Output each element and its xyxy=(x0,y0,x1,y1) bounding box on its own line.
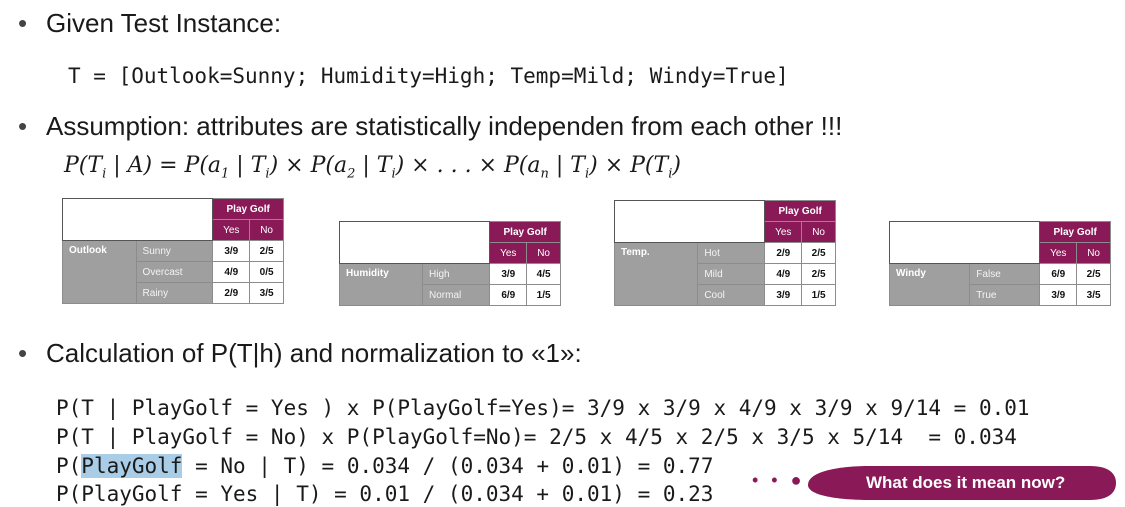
calc-text: P( xyxy=(56,454,82,478)
selected-text-highlight[interactable]: PlayGolf xyxy=(81,454,183,478)
attribute-value: Mild xyxy=(697,263,766,285)
yes-probability: 3/9 xyxy=(212,240,251,262)
windy-probability-table: Play Golf Yes No Windy False 6/9 2/5 Tru… xyxy=(888,221,1111,306)
no-probability: 2/5 xyxy=(1076,263,1111,285)
attribute-value: Hot xyxy=(697,242,766,264)
yes-probability: 3/9 xyxy=(489,263,528,285)
no-probability: 1/5 xyxy=(801,284,836,306)
no-header: No xyxy=(249,219,284,241)
yes-probability: 4/9 xyxy=(212,261,251,283)
yes-probability: 2/9 xyxy=(212,282,251,304)
no-header: No xyxy=(1076,242,1111,264)
attribute-value: Overcast xyxy=(135,261,214,283)
play-golf-header: Play Golf xyxy=(1039,221,1111,243)
attribute-value: True xyxy=(969,284,1041,306)
no-header: No xyxy=(526,242,561,264)
play-golf-header: Play Golf xyxy=(489,221,561,243)
naive-bayes-formula: P(Ti | A) = P(a1 | Ti) × P(a2 | Ti) × . … xyxy=(64,153,681,181)
calc-line-no: P(T | PlayGolf = No) x P(PlayGolf=No)= 2… xyxy=(56,425,1017,449)
attribute-value: Cool xyxy=(697,284,766,306)
yes-probability: 3/9 xyxy=(764,284,803,306)
play-golf-header: Play Golf xyxy=(212,198,284,220)
attribute-value: Rainy xyxy=(135,282,214,304)
temperature-probability-table: Play Golf Yes No Temp. Hot 2/9 2/5 Mild … xyxy=(613,200,836,306)
no-probability: 1/5 xyxy=(526,284,561,306)
yes-probability: 6/9 xyxy=(1039,263,1078,285)
yes-probability: 6/9 xyxy=(489,284,528,306)
table-corner xyxy=(888,221,1041,264)
yes-header: Yes xyxy=(489,242,528,264)
outlook-probability-table: Play Golf Yes No Outlook Sunny 3/9 2/5 O… xyxy=(61,198,284,304)
table-corner xyxy=(613,200,766,243)
callout-dots: • • ● xyxy=(752,470,806,490)
bullet-assumption: Assumption: attributes are statistically… xyxy=(46,111,843,141)
attribute-value: Normal xyxy=(422,284,491,306)
attribute-name: Humidity xyxy=(338,263,424,306)
table-corner xyxy=(338,221,491,264)
bullet-dot: • xyxy=(18,338,28,368)
formula-text: P(Ti | A) = P(a1 | Ti) × P(a2 | Ti) × . … xyxy=(64,153,681,182)
bullet-given-test-instance: Given Test Instance: xyxy=(46,8,282,38)
callout-question: What does it mean now? xyxy=(866,473,1066,492)
yes-probability: 2/9 xyxy=(764,242,803,264)
yes-header: Yes xyxy=(212,219,251,241)
yes-probability: 3/9 xyxy=(1039,284,1078,306)
bullet-dot: • xyxy=(18,111,28,141)
attribute-name: Windy xyxy=(888,263,971,306)
attribute-value: False xyxy=(969,263,1041,285)
bullet-calculation: Calculation of P(T|h) and normalization … xyxy=(46,338,582,368)
no-probability: 3/5 xyxy=(249,282,284,304)
calc-line-yes: P(T | PlayGolf = Yes ) x P(PlayGolf=Yes)… xyxy=(56,396,1030,420)
no-probability: 2/5 xyxy=(249,240,284,262)
no-probability: 0/5 xyxy=(249,261,284,283)
attribute-name: Outlook xyxy=(62,240,137,304)
no-probability: 2/5 xyxy=(801,263,836,285)
calc-text: = No | T) = 0.034 / (0.034 + 0.01) = 0.7… xyxy=(182,454,714,478)
table-corner xyxy=(61,198,214,241)
bullet-dot: • xyxy=(18,8,28,38)
no-probability: 4/5 xyxy=(526,263,561,285)
yes-probability: 4/9 xyxy=(764,263,803,285)
play-golf-header: Play Golf xyxy=(764,200,836,222)
calc-line-posterior-yes: P(PlayGolf = Yes | T) = 0.01 / (0.034 + … xyxy=(56,482,714,506)
attribute-value: High xyxy=(422,263,491,285)
calc-line-posterior-no: P(PlayGolf = No | T) = 0.034 / (0.034 + … xyxy=(56,454,713,478)
callout-bubble xyxy=(808,466,1116,500)
humidity-probability-table: Play Golf Yes No Humidity High 3/9 4/5 N… xyxy=(338,221,561,306)
attribute-value: Sunny xyxy=(135,240,214,262)
no-header: No xyxy=(801,221,836,243)
attribute-name: Temp. xyxy=(613,242,699,306)
no-probability: 3/5 xyxy=(1076,284,1111,306)
yes-header: Yes xyxy=(1039,242,1078,264)
test-instance-definition: T = [Outlook=Sunny; Humidity=High; Temp=… xyxy=(68,64,789,88)
yes-header: Yes xyxy=(764,221,803,243)
no-probability: 2/5 xyxy=(801,242,836,264)
